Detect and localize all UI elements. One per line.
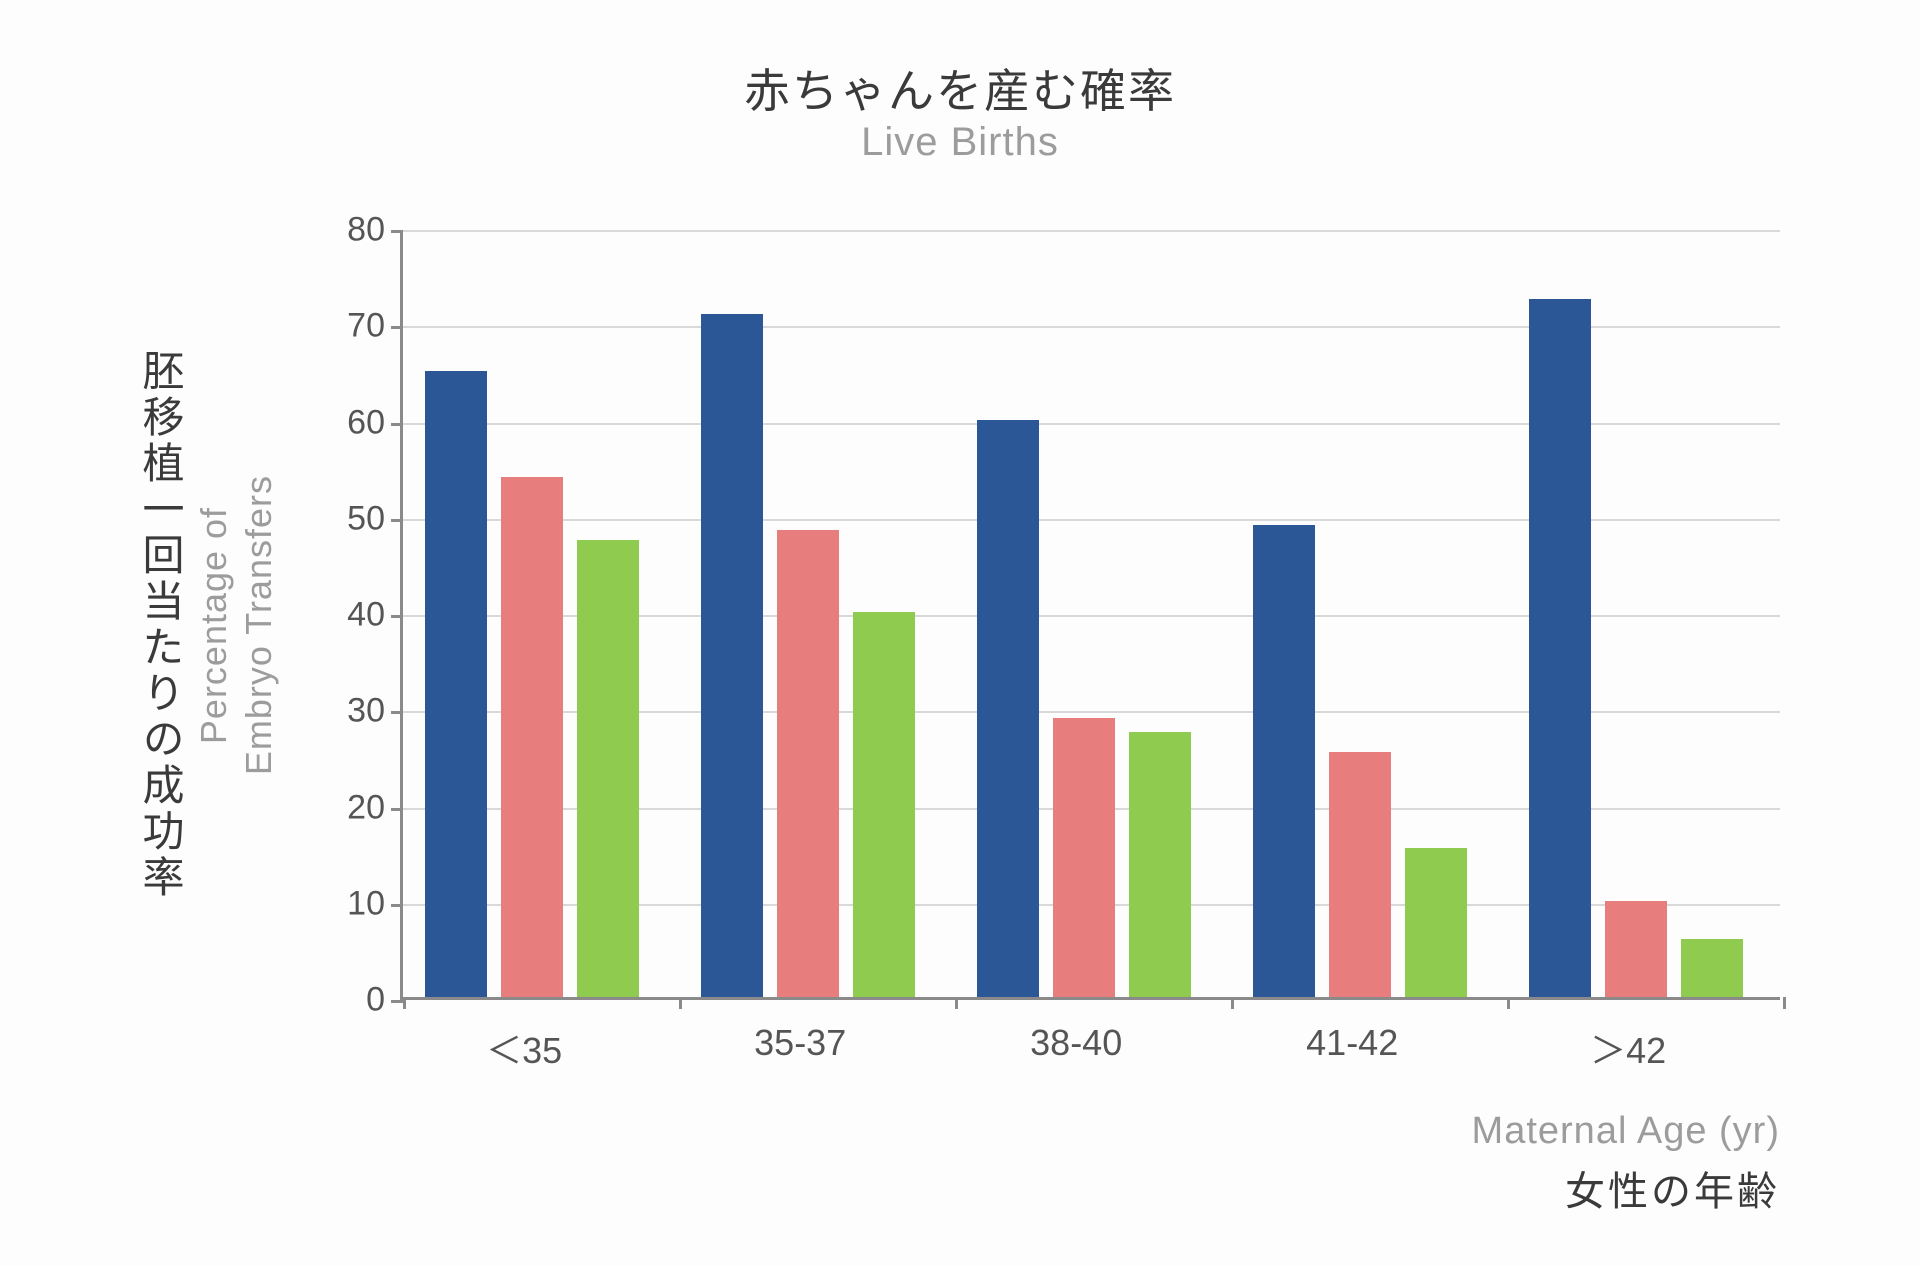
x-tick-mark [1783,997,1786,1009]
y-tick-label: 70 [315,307,385,346]
bar [1129,732,1191,997]
bar [1605,901,1667,997]
x-axis-label-en: Maternal Age (yr) [1472,1110,1780,1153]
bar [501,477,563,997]
y-tick-label: 50 [315,499,385,538]
chart-title-en: Live Births [0,120,1920,165]
y-tick-label: 10 [315,884,385,923]
gridline [403,230,1780,232]
y-axis-label-en-line1: Percentage of [193,506,234,743]
bar [1529,299,1591,997]
y-axis-label-en: Percentage of Embryo Transfers [191,475,281,775]
x-tick-mark [1231,997,1234,1009]
y-tick-mark [391,519,403,522]
bar [777,530,839,997]
y-tick-label: 30 [315,692,385,731]
chart-title-jp: 赤ちゃんを産む確率 [0,55,1920,121]
y-tick-mark [391,326,403,329]
bar [1253,525,1315,997]
chart-page: 赤ちゃんを産む確率 Live Births 胚移植一回当たりの成功率 Perce… [0,0,1920,1266]
y-tick-label: 60 [315,403,385,442]
y-tick-mark [391,423,403,426]
plot-area [400,230,1780,1000]
y-axis-label-jp: 胚移植一回当たりの成功率 [130,349,191,901]
bar [1405,848,1467,997]
bar [1053,718,1115,997]
bar [977,420,1039,998]
x-axis-labels: Maternal Age (yr) 女性の年齢 [1472,1110,1780,1217]
x-tick-mark [403,997,406,1009]
y-tick-mark [391,615,403,618]
y-tick-mark [391,808,403,811]
x-tick-label: ＜35 [486,1022,562,1074]
x-tick-label: 35-37 [754,1022,846,1064]
bar [701,314,763,997]
bar [577,540,639,997]
y-tick-label: 20 [315,788,385,827]
y-axis-labels: 胚移植一回当たりの成功率 Percentage of Embryo Transf… [130,300,281,950]
bar [1681,939,1743,997]
y-tick-mark [391,711,403,714]
y-tick-mark [391,904,403,907]
y-axis-label-en-line2: Embryo Transfers [238,475,279,775]
x-tick-mark [955,997,958,1009]
y-tick-label: 0 [315,981,385,1020]
x-tick-label: ＞42 [1590,1022,1666,1074]
y-tick-label: 40 [315,596,385,635]
x-axis-label-jp: 女性の年齢 [1472,1159,1780,1217]
x-tick-mark [679,997,682,1009]
x-tick-mark [1507,997,1510,1009]
y-tick-label: 80 [315,211,385,250]
x-tick-label: 41-42 [1306,1022,1398,1064]
bar [425,371,487,997]
y-tick-mark [391,230,403,233]
bar [1329,752,1391,997]
x-tick-label: 38-40 [1030,1022,1122,1064]
y-tick-mark [391,1000,403,1003]
bar [853,612,915,997]
